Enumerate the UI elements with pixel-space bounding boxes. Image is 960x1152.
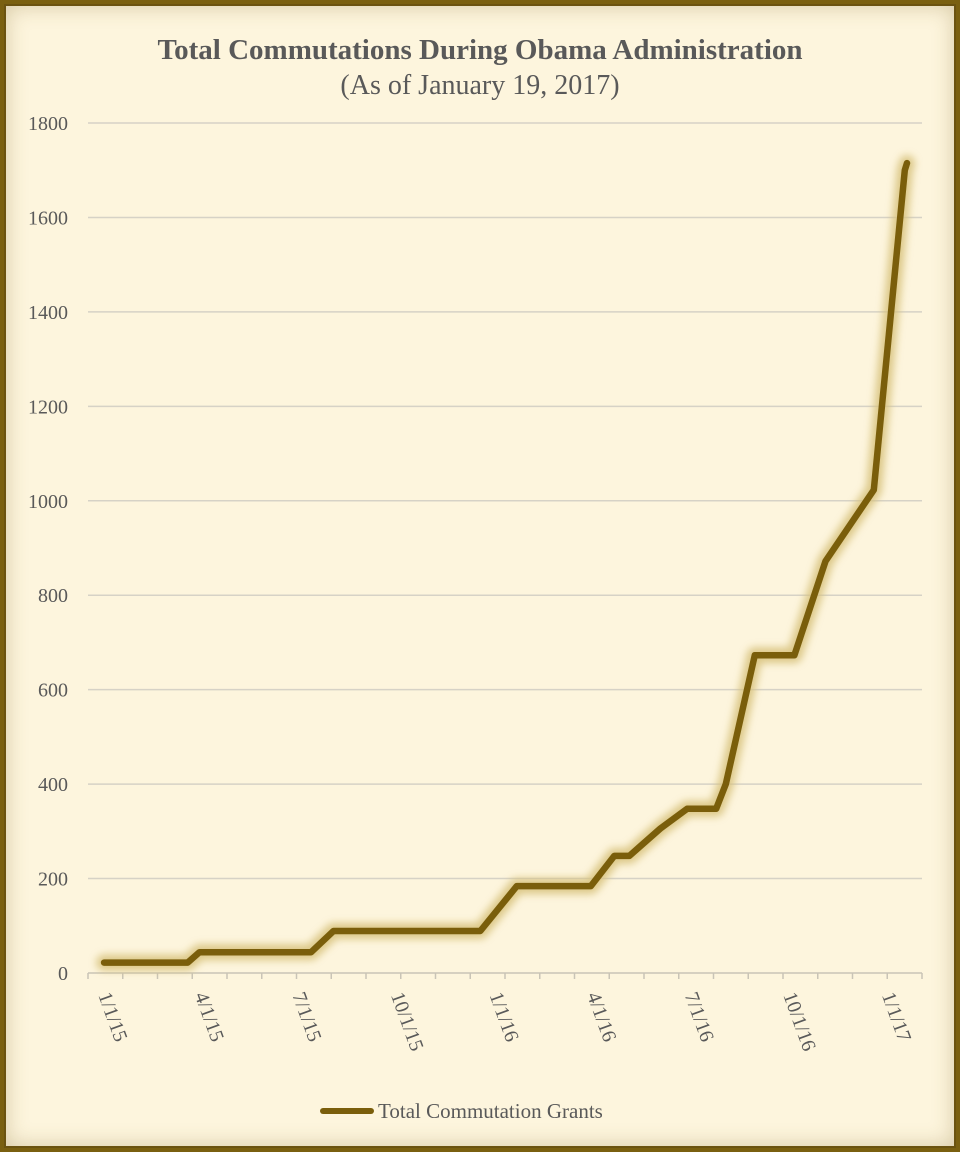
- series-layer: [96, 155, 915, 971]
- series-line-glow: [96, 155, 915, 971]
- y-tick-label: 600: [38, 680, 68, 702]
- chart-title: Total Commutations During Obama Administ…: [157, 34, 803, 66]
- x-tick-label: 7/1/16: [680, 989, 718, 1045]
- legend-swatch: [320, 1108, 374, 1114]
- y-tick-label: 200: [38, 869, 68, 891]
- series-line: [100, 159, 911, 966]
- x-tick-label: 10/1/15: [386, 989, 428, 1054]
- y-tick-label: 1200: [28, 396, 68, 418]
- x-tick-label: 1/1/16: [485, 989, 523, 1045]
- y-tick-label: 1600: [28, 207, 68, 229]
- y-tick-label: 800: [38, 585, 68, 607]
- y-tick-label: 0: [58, 963, 68, 985]
- x-tick-label: 4/1/15: [190, 989, 228, 1045]
- x-axis: [87, 972, 923, 979]
- x-tick-label: 4/1/16: [582, 989, 620, 1045]
- legend: Total Commutation Grants: [320, 1098, 603, 1124]
- y-tick-label: 1000: [28, 491, 68, 513]
- y-axis-ticks: 0 200 400 600 800 1000 1200 1400 1600 1800: [28, 113, 68, 985]
- legend-label: Total Commutation Grants: [378, 1098, 603, 1123]
- gridlines: [88, 122, 922, 880]
- x-tick-label: 10/1/16: [778, 989, 820, 1054]
- x-tick-label: 1/1/15: [93, 989, 131, 1045]
- y-tick-label: 1800: [28, 113, 68, 135]
- x-tick-label: 7/1/15: [287, 989, 325, 1045]
- x-tick-label: 1/1/17: [877, 989, 915, 1045]
- x-axis-ticks: 1/1/15 4/1/15 7/1/15 10/1/15 1/1/16 4/1/16 7/1…: [93, 989, 915, 1054]
- y-tick-label: 400: [38, 774, 68, 796]
- chart-subtitle: (As of January 19, 2017): [340, 70, 620, 101]
- y-tick-label: 1400: [28, 302, 68, 324]
